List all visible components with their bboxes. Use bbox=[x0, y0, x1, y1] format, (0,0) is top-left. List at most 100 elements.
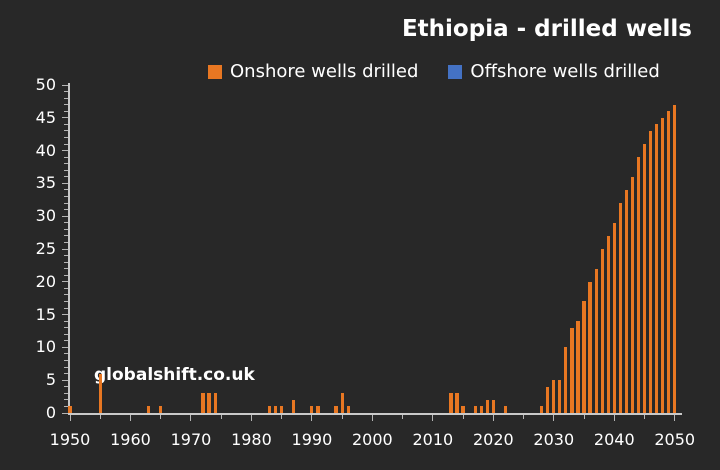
bar-onshore-1965 bbox=[159, 406, 163, 413]
y-minor-tick bbox=[64, 340, 68, 342]
bar-onshore-2022 bbox=[503, 406, 507, 413]
bar-onshore-2044 bbox=[636, 157, 641, 413]
x-tick-label: 2020 bbox=[472, 430, 514, 449]
bar-onshore-2034 bbox=[576, 321, 580, 413]
y-minor-tick bbox=[64, 274, 68, 276]
y-minor-tick bbox=[64, 222, 68, 224]
y-major-tick bbox=[62, 281, 68, 283]
legend-label-onshore: Onshore wells drilled bbox=[230, 61, 419, 82]
y-minor-tick bbox=[64, 196, 68, 198]
y-minor-tick bbox=[64, 228, 68, 230]
y-minor-tick bbox=[64, 307, 68, 309]
y-tick-label: 35 bbox=[35, 173, 56, 193]
bar-onshore-2043 bbox=[630, 176, 634, 413]
x-major-tick bbox=[250, 415, 252, 421]
x-minor-tick bbox=[462, 415, 464, 419]
x-tick-label: 2010 bbox=[412, 430, 454, 449]
bar-onshore-1996 bbox=[346, 406, 350, 413]
x-tick-label: 2000 bbox=[352, 430, 393, 449]
x-tick-label: 1970 bbox=[170, 430, 212, 449]
x-minor-tick bbox=[644, 415, 645, 419]
bar-onshore-1985 bbox=[280, 406, 284, 413]
x-major-tick bbox=[311, 415, 313, 421]
bar-onshore-2047 bbox=[655, 124, 659, 413]
y-major-tick bbox=[62, 150, 68, 152]
y-tick-label: 40 bbox=[35, 140, 56, 160]
bar-onshore-2046 bbox=[648, 130, 653, 413]
x-major-tick bbox=[69, 415, 71, 421]
y-major-tick bbox=[62, 215, 68, 217]
x-major-tick bbox=[674, 415, 676, 421]
y-minor-tick bbox=[64, 261, 68, 263]
x-axis-line bbox=[68, 413, 682, 415]
x-minor-tick bbox=[281, 415, 283, 419]
y-minor-tick bbox=[64, 373, 68, 375]
watermark: globalshift.co.uk bbox=[94, 365, 255, 385]
y-tick-label: 45 bbox=[35, 107, 56, 127]
legend-item-offshore: Offshore wells drilled bbox=[448, 61, 660, 82]
y-major-tick bbox=[62, 314, 68, 316]
y-minor-tick bbox=[64, 360, 68, 362]
y-minor-tick bbox=[64, 156, 68, 158]
bar-onshore-2019 bbox=[485, 399, 489, 413]
y-major-tick bbox=[62, 84, 68, 86]
bar-onshore-2014 bbox=[455, 393, 459, 413]
offshore-swatch-icon bbox=[448, 64, 463, 79]
y-minor-tick bbox=[64, 366, 68, 368]
x-minor-tick bbox=[160, 415, 162, 419]
y-tick-label: 15 bbox=[35, 304, 56, 324]
x-major-tick bbox=[432, 415, 434, 421]
bar-onshore-2015 bbox=[461, 406, 465, 413]
y-tick-label: 20 bbox=[35, 271, 56, 291]
y-minor-tick bbox=[64, 241, 68, 243]
bar-onshore-2032 bbox=[564, 347, 568, 413]
y-tick-label: 50 bbox=[35, 75, 56, 94]
y-tick-label: 0 bbox=[45, 403, 56, 422]
x-major-tick bbox=[492, 415, 494, 421]
bar-onshore-1974 bbox=[213, 393, 217, 413]
y-axis-line bbox=[68, 83, 70, 415]
x-tick-label: 1960 bbox=[110, 430, 151, 449]
y-minor-tick bbox=[64, 320, 68, 322]
y-tick-label: 25 bbox=[35, 239, 56, 258]
legend-label-offshore: Offshore wells drilled bbox=[470, 61, 660, 82]
bar-onshore-2036 bbox=[588, 281, 592, 413]
x-tick-label: 2030 bbox=[533, 430, 575, 449]
y-minor-tick bbox=[64, 189, 68, 191]
bar-onshore-1963 bbox=[147, 406, 151, 413]
bar-onshore-2017 bbox=[473, 406, 477, 413]
bar-onshore-2048 bbox=[661, 117, 665, 413]
x-major-tick bbox=[371, 415, 373, 421]
bar-onshore-2050 bbox=[673, 104, 677, 413]
y-minor-tick bbox=[64, 169, 68, 171]
y-minor-tick bbox=[64, 202, 68, 204]
bar-onshore-2020 bbox=[491, 399, 495, 413]
y-minor-tick bbox=[64, 287, 68, 289]
y-minor-tick bbox=[64, 392, 68, 394]
bar-onshore-2031 bbox=[558, 380, 562, 413]
bar-onshore-2045 bbox=[642, 144, 647, 413]
bar-onshore-1955 bbox=[98, 373, 102, 413]
x-tick-label: 1980 bbox=[231, 430, 272, 449]
y-minor-tick bbox=[64, 91, 68, 93]
bar-onshore-1994 bbox=[334, 406, 338, 413]
x-minor-tick bbox=[523, 415, 525, 419]
x-major-tick bbox=[129, 415, 131, 421]
y-minor-tick bbox=[64, 136, 68, 138]
y-major-tick bbox=[62, 379, 68, 381]
y-minor-tick bbox=[64, 176, 68, 178]
bar-onshore-2042 bbox=[624, 189, 628, 413]
y-minor-tick bbox=[64, 97, 68, 99]
y-minor-tick bbox=[64, 268, 68, 270]
plot-area: globalshift.co.uk 0 5 10 15 20 25 30 35 40 45 50 19… bbox=[36, 76, 695, 450]
y-minor-tick bbox=[64, 143, 68, 145]
bar-onshore-1972 bbox=[201, 393, 205, 413]
y-minor-tick bbox=[64, 294, 68, 296]
legend: Onshore wells drilled Offshore wells dri… bbox=[208, 61, 660, 82]
bar-onshore-2039 bbox=[606, 235, 610, 413]
bar-onshore-2049 bbox=[667, 111, 671, 413]
x-minor-tick bbox=[583, 415, 585, 419]
y-minor-tick bbox=[64, 235, 68, 237]
bar-onshore-2041 bbox=[618, 203, 622, 413]
